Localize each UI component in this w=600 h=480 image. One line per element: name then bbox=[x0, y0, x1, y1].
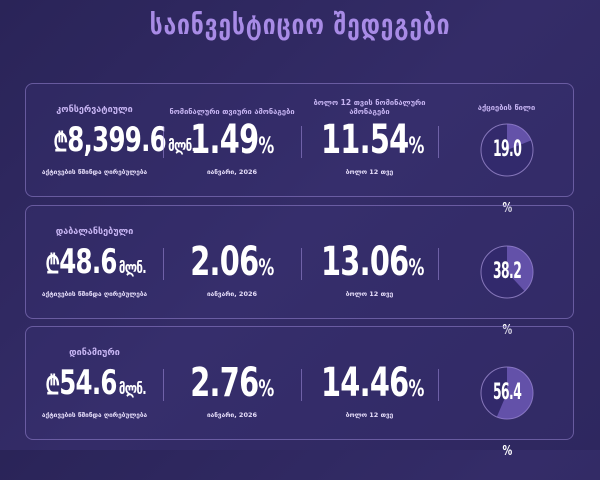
annual-period: ბოლო 12 თვე bbox=[345, 168, 394, 176]
equity-column: 38.2% bbox=[438, 206, 575, 338]
divider bbox=[301, 248, 302, 280]
monthly-return: 2.76% bbox=[190, 360, 274, 406]
portfolio-card: კონსერვატიული ₾8,399.6 მლნ. აქტივების წმი… bbox=[25, 83, 575, 216]
annual-column: 13.06% ბოლო 12 თვე bbox=[301, 206, 438, 318]
portfolio-name: დინამიური bbox=[69, 348, 120, 358]
divider bbox=[301, 126, 302, 158]
annual-return: 13.06% bbox=[320, 239, 424, 285]
equity-slice bbox=[496, 367, 533, 419]
annual-column: 14.46% ბოლო 12 თვე bbox=[301, 327, 438, 439]
divider bbox=[438, 126, 439, 158]
nav-value: ₾48.6 მლნ. bbox=[45, 242, 147, 282]
nav-label: აქტივების წმინდა ღირებულება bbox=[41, 411, 148, 419]
page-title: საინვესტიციო შედეგები bbox=[149, 8, 451, 41]
nav-column: დინამიური ₾54.6 მლნ. აქტივების წმინდა ღირ… bbox=[26, 327, 163, 439]
equity-value: 19.0% bbox=[492, 137, 521, 216]
equity-slice bbox=[506, 246, 533, 292]
equity-value: 38.2% bbox=[492, 259, 521, 338]
divider bbox=[163, 369, 164, 401]
equity-pie-chart: 19.0% bbox=[479, 122, 535, 216]
portfolio-card: დინამიური ₾54.6 მლნ. აქტივების წმინდა ღირ… bbox=[25, 326, 575, 459]
nav-value: ₾8,399.6 მლნ. bbox=[53, 120, 196, 160]
monthly-return: 2.06% bbox=[190, 239, 274, 285]
nav-column: კონსერვატიული ₾8,399.6 მლნ. აქტივების წმი… bbox=[26, 84, 196, 196]
equity-pie-chart: 56.4% bbox=[479, 365, 535, 459]
monthly-period: იანვარი, 2026 bbox=[206, 411, 258, 419]
annual-label: ბოლო 12 თვის ნომინალური ამონაგები bbox=[313, 98, 426, 116]
divider bbox=[163, 126, 164, 158]
monthly-return: 1.49% bbox=[190, 117, 274, 163]
divider bbox=[301, 369, 302, 401]
nav-label: აქტივების წმინდა ღირებულება bbox=[41, 290, 148, 298]
annual-return: 11.54% bbox=[320, 117, 424, 163]
equity-pie-chart: 38.2% bbox=[479, 244, 535, 338]
portfolio-card: დაბალანსებული ₾48.6 მლნ. აქტივების წმინდა… bbox=[25, 205, 575, 338]
monthly-column: 2.76% იანვარი, 2026 bbox=[163, 327, 301, 439]
divider bbox=[163, 248, 164, 280]
nav-value: ₾54.6 მლნ. bbox=[45, 363, 147, 403]
monthly-period: იანვარი, 2026 bbox=[206, 168, 258, 176]
divider bbox=[438, 369, 439, 401]
annual-return: 14.46% bbox=[320, 360, 424, 406]
annual-period: ბოლო 12 თვე bbox=[345, 290, 394, 298]
portfolio-name: დაბალანსებული bbox=[55, 227, 134, 237]
equity-column: აქციების წილი 19.0% bbox=[438, 84, 575, 216]
monthly-column: 2.06% იანვარი, 2026 bbox=[163, 206, 301, 318]
monthly-period: იანვარი, 2026 bbox=[206, 290, 258, 298]
equity-column: 56.4% bbox=[438, 327, 575, 459]
monthly-column: ნომინალური თვიური ამონაგები 1.49% იანვარ… bbox=[163, 84, 301, 196]
annual-column: ბოლო 12 თვის ნომინალური ამონაგები 11.54%… bbox=[301, 84, 438, 196]
annual-period: ბოლო 12 თვე bbox=[345, 411, 394, 419]
nav-label: აქტივების წმინდა ღირებულება bbox=[41, 168, 148, 176]
monthly-label: ნომინალური თვიური ამონაგები bbox=[169, 107, 295, 116]
equity-value: 56.4% bbox=[492, 380, 521, 459]
equity-label: აქციების წილი bbox=[477, 103, 536, 112]
divider bbox=[438, 248, 439, 280]
equity-slice bbox=[506, 124, 531, 150]
portfolio-name: კონსერვატიული bbox=[56, 105, 133, 115]
nav-column: დაბალანსებული ₾48.6 მლნ. აქტივების წმინდა… bbox=[26, 206, 163, 318]
